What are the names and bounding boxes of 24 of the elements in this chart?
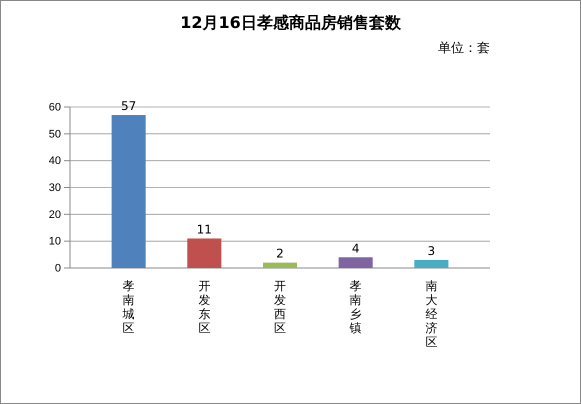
x-tick-label: 南大经济区 xyxy=(425,279,438,349)
data-label: 3 xyxy=(428,244,436,258)
y-tick-label: 30 xyxy=(48,182,61,194)
bar xyxy=(414,260,448,268)
y-tick-label: 10 xyxy=(48,236,61,248)
y-tick-label: 0 xyxy=(54,262,61,275)
y-tick-label: 20 xyxy=(48,208,61,221)
data-label: 11 xyxy=(196,222,212,236)
bar xyxy=(112,115,146,268)
bar xyxy=(338,257,373,268)
data-label: 4 xyxy=(352,241,360,256)
data-label: 2 xyxy=(276,246,284,261)
data-label: 57 xyxy=(121,99,136,114)
chart-subtitle: 单位：套 xyxy=(438,41,490,56)
bar xyxy=(187,238,222,268)
x-tick-label: 开发东区 xyxy=(198,279,210,335)
y-tick-label: 60 xyxy=(48,102,61,114)
y-tick-label: 50 xyxy=(48,128,61,140)
x-tick-label: 孝南乡镇 xyxy=(348,279,362,335)
chart-title: 12月16日孝感商品房销售套数 xyxy=(180,13,402,32)
bar xyxy=(262,262,298,268)
y-tick-label: 40 xyxy=(48,155,61,168)
x-tick-label: 孝南城区 xyxy=(122,279,135,335)
x-tick-label: 开发西区 xyxy=(274,279,286,335)
